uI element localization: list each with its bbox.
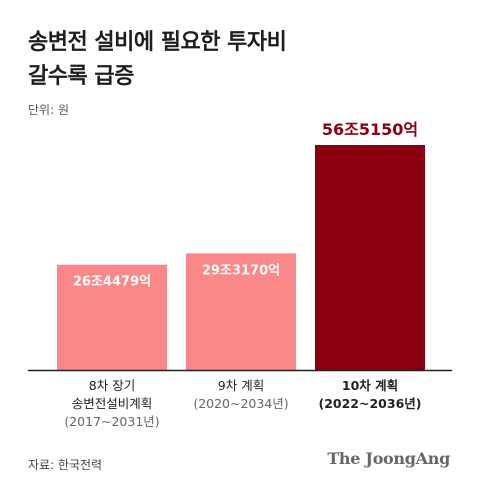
- category-period: (2022~2036년): [318, 396, 422, 411]
- value-label-1: 26조4479억: [73, 275, 151, 290]
- category-period: (2020~2034년): [193, 396, 289, 411]
- category-name-line: 8차 장기: [88, 378, 136, 393]
- source-note: 자료: 한국전력: [28, 458, 103, 472]
- bar-3: [315, 145, 425, 370]
- publisher-logo: The JoongAng: [327, 449, 450, 468]
- category-period: (2017~2031년): [64, 414, 160, 429]
- category-name-line: 10차 계획: [341, 378, 399, 393]
- title-line-1: 송변전 설비에 필요한 투자비: [28, 30, 287, 55]
- bar-2: [186, 253, 296, 370]
- bar-1: [57, 264, 167, 370]
- category-name-line: 9차 계획: [217, 378, 265, 393]
- category-label-2: 9차 계획 (2020~2034년): [176, 377, 306, 413]
- category-name-line: 송변전설비계획: [71, 396, 153, 411]
- value-label-2: 29조3170억: [202, 263, 280, 278]
- unit-label: 단위: 원: [28, 103, 69, 117]
- title-line-2: 갈수록 급증: [28, 64, 134, 89]
- chart-title: 송변전 설비에 필요한 투자비 갈수록 급증: [28, 26, 287, 94]
- category-label-3: 10차 계획 (2022~2036년): [305, 377, 435, 413]
- value-label-3: 56조5150억: [322, 120, 418, 139]
